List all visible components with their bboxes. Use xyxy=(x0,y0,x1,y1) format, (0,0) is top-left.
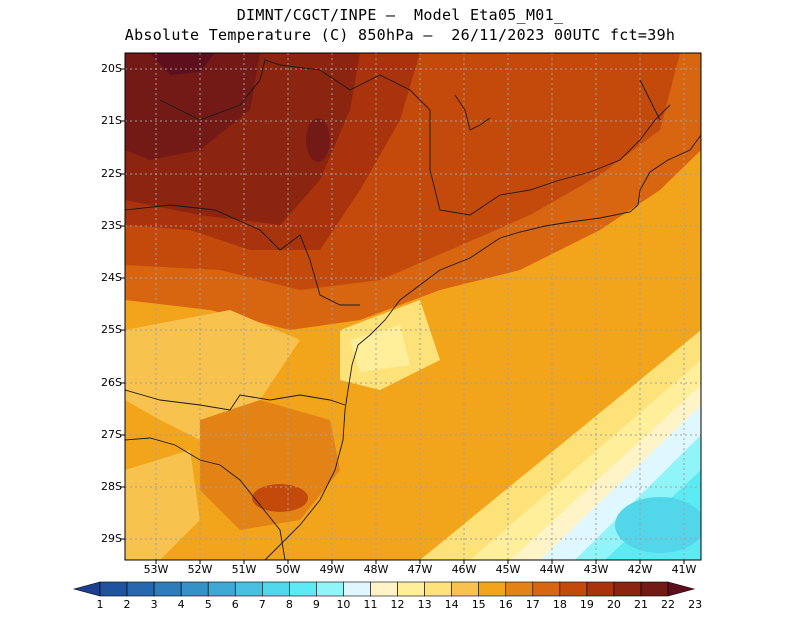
lon-label: 50W xyxy=(275,563,301,576)
lat-label: 29S xyxy=(101,532,122,545)
lat-label: 27S xyxy=(101,428,122,441)
colorbar-box xyxy=(613,581,642,597)
lat-lon-grid xyxy=(125,53,701,560)
lon-label: 42W xyxy=(627,563,653,576)
lon-label: 52W xyxy=(187,563,213,576)
lat-label: 26S xyxy=(101,376,122,389)
colorbar-label: 4 xyxy=(177,598,185,611)
colorbar-box xyxy=(397,581,425,597)
colorbar-label: 20 xyxy=(606,598,621,611)
colorbar-label: 10 xyxy=(336,598,351,611)
lon-label: 45W xyxy=(495,563,521,576)
colorbar-left-arrow xyxy=(72,581,101,597)
colorbar-box xyxy=(451,581,479,597)
state-border-rs xyxy=(125,437,286,560)
colorbar-label: 15 xyxy=(471,598,486,611)
lat-label: 21S xyxy=(101,114,122,127)
lon-label: 47W xyxy=(407,563,433,576)
colorbar-box xyxy=(316,581,344,597)
state-border-pr xyxy=(125,204,360,306)
colorbar-box xyxy=(289,581,317,597)
colorbar-box xyxy=(505,581,534,597)
lon-label: 44W xyxy=(539,563,565,576)
colorbar-box xyxy=(153,581,182,597)
lat-label: 22S xyxy=(101,167,122,180)
lake xyxy=(454,94,491,131)
lon-label: 46W xyxy=(451,563,477,576)
colorbar-box xyxy=(532,581,561,597)
lon-label: 48W xyxy=(363,563,389,576)
lon-label: 43W xyxy=(583,563,609,576)
colorbar-label: 17 xyxy=(525,598,540,611)
colorbar-label: 7 xyxy=(258,598,266,611)
axis-ticks xyxy=(121,68,685,564)
lon-label: 41W xyxy=(671,563,697,576)
colorbar-label: 3 xyxy=(150,598,158,611)
temperature-field xyxy=(125,53,701,560)
colorbar-label: 23 xyxy=(688,598,703,611)
colorbar xyxy=(72,581,696,597)
map-frame xyxy=(124,52,702,561)
colorbar-box xyxy=(640,581,669,597)
colorbar-box xyxy=(99,581,128,597)
lon-label: 51W xyxy=(231,563,257,576)
lat-label: 28S xyxy=(101,480,122,493)
colorbar-label: 1 xyxy=(96,598,104,611)
lon-label: 53W xyxy=(143,563,169,576)
colorbar-label: 6 xyxy=(231,598,239,611)
colorbar-box xyxy=(559,581,588,597)
colorbar-box xyxy=(261,581,290,597)
colorbar-box xyxy=(180,581,209,597)
state-border-sc xyxy=(125,389,346,411)
lat-label: 23S xyxy=(101,219,122,232)
colorbar-box xyxy=(343,581,371,597)
colorbar-box xyxy=(126,581,155,597)
colorbar-label: 19 xyxy=(579,598,594,611)
colorbar-label: 5 xyxy=(204,598,212,611)
colorbar-box xyxy=(234,581,263,597)
colorbar-box xyxy=(478,581,507,597)
colorbar-label: 9 xyxy=(312,598,320,611)
colorbar-right-arrow xyxy=(667,581,696,597)
boundaries xyxy=(125,59,701,560)
colorbar-label: 2 xyxy=(123,598,131,611)
lat-label: 20S xyxy=(101,62,122,75)
coastline xyxy=(264,134,701,560)
colorbar-label: 16 xyxy=(498,598,513,611)
colorbar-label: 11 xyxy=(363,598,378,611)
colorbar-box xyxy=(207,581,236,597)
colorbar-label: 22 xyxy=(661,598,676,611)
colorbar-label: 18 xyxy=(552,598,567,611)
map-subtitle: Absolute Temperature (C) 850hPa – 26/11/… xyxy=(124,26,676,44)
colorbar-box xyxy=(424,581,452,597)
state-border-mg-sp xyxy=(159,59,671,216)
colorbar-label: 21 xyxy=(634,598,648,611)
state-border-es xyxy=(639,79,661,121)
colorbar-box xyxy=(370,581,398,597)
colorbar-label: 12 xyxy=(390,598,405,611)
lon-label: 49W xyxy=(319,563,345,576)
map-title: DIMNT/CGCT/INPE – Model Eta05_M01_ xyxy=(236,6,564,24)
lat-label: 25S xyxy=(101,323,122,336)
colorbar-label: 8 xyxy=(285,598,293,611)
colorbar-box xyxy=(586,581,615,597)
colorbar-label: 13 xyxy=(417,598,432,611)
colorbar-label: 14 xyxy=(444,598,459,611)
lat-label: 24S xyxy=(101,271,122,284)
